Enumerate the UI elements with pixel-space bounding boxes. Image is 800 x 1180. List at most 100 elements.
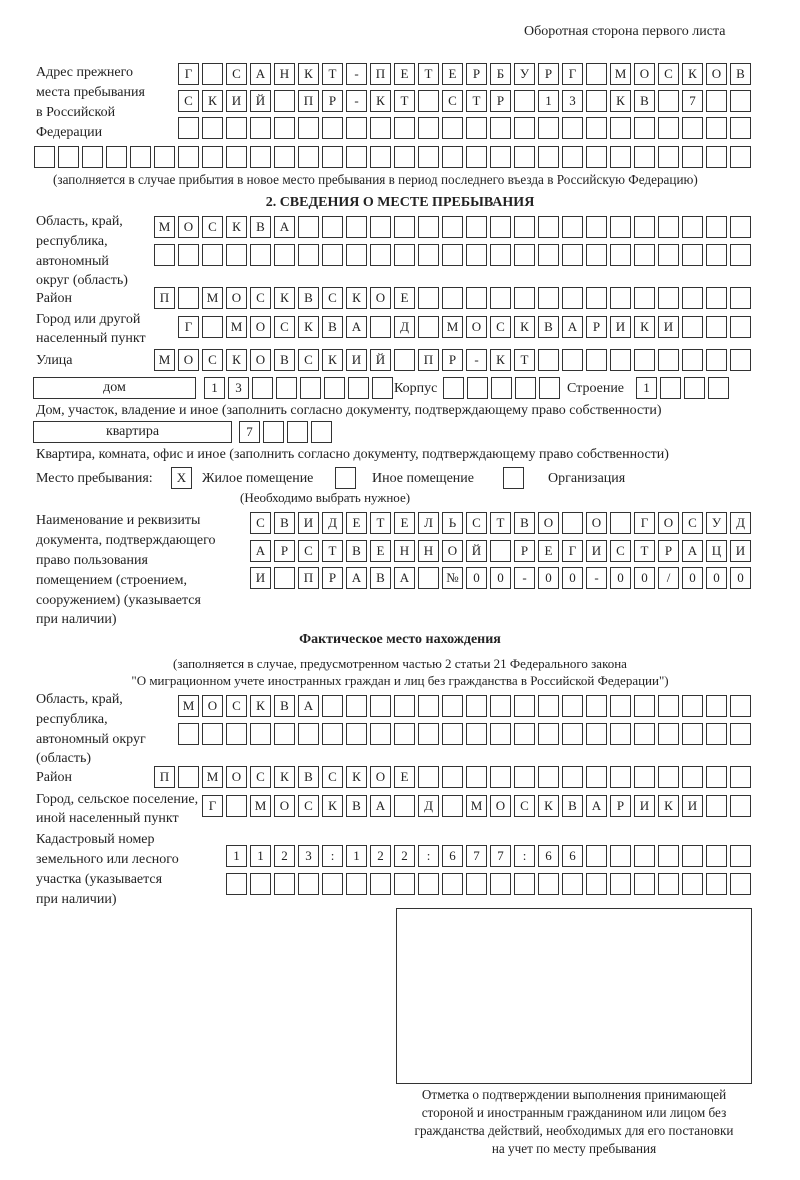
- char-cell[interactable]: [610, 845, 631, 867]
- char-cell[interactable]: Р: [586, 316, 607, 338]
- char-cell[interactable]: [370, 723, 391, 745]
- korpus-row[interactable]: [443, 377, 563, 399]
- char-cell[interactable]: Е: [394, 766, 415, 788]
- char-cell[interactable]: К: [538, 795, 559, 817]
- char-cell[interactable]: 7: [490, 845, 511, 867]
- char-cell[interactable]: [730, 766, 751, 788]
- char-cell[interactable]: М: [610, 63, 631, 85]
- char-cell[interactable]: Д: [322, 512, 343, 534]
- char-cell[interactable]: [226, 795, 247, 817]
- char-cell[interactable]: [610, 723, 631, 745]
- char-cell[interactable]: [322, 695, 343, 717]
- char-cell[interactable]: С: [202, 216, 223, 238]
- char-cell[interactable]: 2: [394, 845, 415, 867]
- char-cell[interactable]: И: [250, 567, 271, 589]
- char-cell[interactable]: [226, 723, 247, 745]
- char-cell[interactable]: О: [466, 316, 487, 338]
- char-cell[interactable]: [106, 146, 127, 168]
- char-cell[interactable]: [706, 287, 727, 309]
- char-cell[interactable]: [311, 421, 332, 443]
- char-cell[interactable]: [610, 695, 631, 717]
- char-cell[interactable]: В: [730, 63, 751, 85]
- char-cell[interactable]: О: [178, 349, 199, 371]
- char-cell[interactable]: О: [634, 63, 655, 85]
- char-cell[interactable]: [418, 216, 439, 238]
- char-cell[interactable]: [490, 873, 511, 895]
- char-cell[interactable]: [539, 377, 560, 399]
- char-cell[interactable]: С: [322, 287, 343, 309]
- char-cell[interactable]: [730, 795, 751, 817]
- char-cell[interactable]: [394, 117, 415, 139]
- char-cell[interactable]: [682, 873, 703, 895]
- char-cell[interactable]: [682, 845, 703, 867]
- char-cell[interactable]: О: [226, 766, 247, 788]
- char-cell[interactable]: [226, 146, 247, 168]
- char-cell[interactable]: [682, 349, 703, 371]
- char-cell[interactable]: [252, 377, 273, 399]
- char-cell[interactable]: [586, 216, 607, 238]
- char-cell[interactable]: Р: [442, 349, 463, 371]
- char-cell[interactable]: [298, 117, 319, 139]
- char-cell[interactable]: К: [274, 287, 295, 309]
- char-cell[interactable]: [274, 117, 295, 139]
- char-cell[interactable]: [706, 766, 727, 788]
- char-cell[interactable]: -: [514, 567, 535, 589]
- char-cell[interactable]: [514, 117, 535, 139]
- char-cell[interactable]: Л: [418, 512, 439, 534]
- char-cell[interactable]: И: [634, 795, 655, 817]
- char-cell[interactable]: [418, 117, 439, 139]
- char-cell[interactable]: [298, 244, 319, 266]
- char-cell[interactable]: Е: [370, 540, 391, 562]
- char-cell[interactable]: 3: [562, 90, 583, 112]
- char-cell[interactable]: [346, 244, 367, 266]
- char-cell[interactable]: В: [298, 766, 319, 788]
- char-cell[interactable]: [514, 695, 535, 717]
- char-cell[interactable]: [730, 316, 751, 338]
- char-cell[interactable]: П: [154, 766, 175, 788]
- char-cell[interactable]: Е: [394, 63, 415, 85]
- char-cell[interactable]: 1: [204, 377, 225, 399]
- char-cell[interactable]: [610, 349, 631, 371]
- char-cell[interactable]: [466, 287, 487, 309]
- char-cell[interactable]: 0: [682, 567, 703, 589]
- char-cell[interactable]: :: [514, 845, 535, 867]
- char-cell[interactable]: [418, 316, 439, 338]
- char-cell[interactable]: А: [250, 540, 271, 562]
- char-cell[interactable]: [562, 723, 583, 745]
- char-cell[interactable]: [730, 873, 751, 895]
- char-cell[interactable]: [634, 845, 655, 867]
- char-cell[interactable]: В: [562, 795, 583, 817]
- char-cell[interactable]: [538, 117, 559, 139]
- char-cell[interactable]: [514, 766, 535, 788]
- char-cell[interactable]: [490, 117, 511, 139]
- char-cell[interactable]: К: [346, 766, 367, 788]
- char-cell[interactable]: [730, 117, 751, 139]
- char-cell[interactable]: Д: [730, 512, 751, 534]
- char-cell[interactable]: [346, 117, 367, 139]
- char-cell[interactable]: П: [154, 287, 175, 309]
- char-cell[interactable]: [394, 873, 415, 895]
- char-cell[interactable]: К: [490, 349, 511, 371]
- char-cell[interactable]: В: [346, 540, 367, 562]
- char-cell[interactable]: Т: [322, 63, 343, 85]
- char-cell[interactable]: Е: [346, 512, 367, 534]
- char-cell[interactable]: [682, 146, 703, 168]
- char-cell[interactable]: [178, 766, 199, 788]
- char-cell[interactable]: [610, 873, 631, 895]
- char-cell[interactable]: [370, 216, 391, 238]
- char-cell[interactable]: [322, 146, 343, 168]
- char-cell[interactable]: [202, 146, 223, 168]
- char-cell[interactable]: Ь: [442, 512, 463, 534]
- s2-region-row-2[interactable]: [154, 244, 754, 266]
- char-cell[interactable]: К: [610, 90, 631, 112]
- building-row[interactable]: 1: [636, 377, 732, 399]
- char-cell[interactable]: К: [682, 63, 703, 85]
- char-cell[interactable]: [706, 244, 727, 266]
- char-cell[interactable]: [346, 695, 367, 717]
- char-cell[interactable]: [394, 146, 415, 168]
- char-cell[interactable]: [202, 244, 223, 266]
